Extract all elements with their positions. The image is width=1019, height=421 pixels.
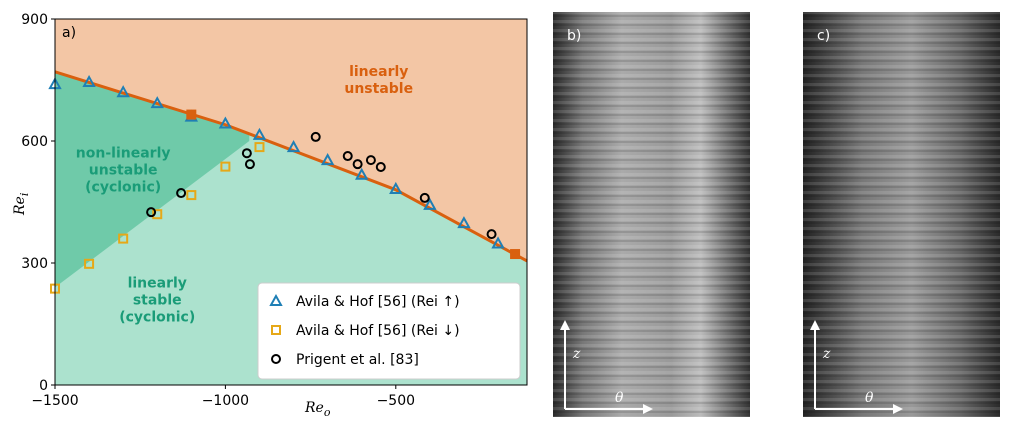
legend-box	[257, 282, 521, 380]
region-label-line: stable	[133, 292, 182, 308]
triangle-marker	[457, 216, 471, 229]
legend-marker	[269, 293, 283, 306]
legend-label: Prigent et al. [83]	[296, 352, 419, 368]
triangle-marker	[150, 96, 164, 109]
circle-marker	[486, 229, 497, 240]
y-axis-label: Rei	[12, 193, 31, 216]
z-label: z	[572, 346, 581, 362]
circle-marker	[146, 207, 157, 218]
region-label-line: linearly	[128, 275, 187, 291]
image-label: c)	[817, 28, 830, 44]
unstable-region	[55, 19, 527, 261]
square-marker	[118, 233, 129, 244]
legend-marker	[271, 325, 281, 335]
region-label-line: (cyclonic)	[85, 179, 161, 195]
y-tick-label: 300	[21, 256, 48, 272]
triangle-marker	[423, 197, 437, 210]
stability-line	[54, 70, 528, 263]
y-tick-label: 900	[21, 12, 48, 28]
x-tick-label: −1500	[31, 393, 78, 409]
triangle-marker	[252, 127, 267, 140]
square-marker	[186, 190, 197, 201]
legend-label: Avila & Hof [56] (Rei ↓)	[296, 323, 460, 339]
legend-marker	[271, 354, 281, 364]
triangle-marker	[218, 116, 233, 129]
x-label-base: Re	[304, 400, 324, 416]
region-label-line: non-linearly	[76, 145, 171, 161]
triangle-marker	[389, 181, 403, 194]
circle-marker	[241, 148, 252, 159]
plot-frame	[54, 18, 528, 386]
theta-label: θ	[615, 390, 624, 406]
z-label: z	[822, 346, 831, 362]
circle-marker	[365, 155, 376, 166]
square-marker	[510, 249, 521, 260]
circle-marker	[375, 162, 386, 173]
triangle-marker	[320, 153, 335, 166]
region-label-line: (cyclonic)	[119, 309, 195, 325]
triangle-marker	[355, 167, 369, 180]
y-label-sub: i	[18, 193, 31, 197]
triangle-marker	[286, 140, 301, 153]
z-arrowhead	[560, 320, 570, 330]
region-label-line: linearly	[349, 64, 408, 80]
region-label: non-linearly unstable (cyclonic)	[76, 145, 171, 195]
circle-marker	[244, 159, 255, 170]
flow-streaks	[803, 12, 1000, 417]
region-label-line: unstable	[89, 162, 158, 178]
triangle-marker	[116, 85, 130, 98]
theta-label: θ	[865, 390, 874, 406]
image-label: b)	[567, 28, 581, 44]
triangle-marker	[491, 236, 505, 249]
square-marker	[152, 209, 163, 220]
y-tick-label: 0	[39, 378, 48, 394]
x-tick-label: −500	[377, 393, 415, 409]
x-tick-label: −1000	[202, 393, 249, 409]
square-marker	[186, 109, 197, 120]
flow-streaks	[553, 12, 750, 417]
z-arrowhead	[810, 320, 820, 330]
square-marker	[220, 161, 231, 172]
y-label-base: Re	[12, 196, 28, 216]
legend-label: Avila & Hof [56] (Rei ↑)	[296, 294, 460, 310]
circle-marker	[342, 151, 353, 162]
region-label: linearly stable (cyclonic)	[119, 275, 195, 325]
circle-marker	[419, 192, 430, 203]
theta-arrowhead	[643, 404, 653, 414]
x-label-sub: o	[324, 406, 331, 417]
y-tick-label: 600	[21, 134, 48, 150]
square-marker	[84, 258, 95, 269]
x-axis-label: Reo	[304, 400, 331, 417]
square-marker	[254, 142, 265, 153]
panel-label: a)	[62, 25, 76, 41]
triangle-marker	[82, 74, 96, 88]
region-label: linearly unstable	[344, 64, 413, 97]
region-label-line: unstable	[344, 81, 413, 97]
circle-marker	[176, 188, 187, 199]
theta-arrowhead	[893, 404, 903, 414]
circle-marker	[310, 131, 321, 142]
circle-marker	[352, 159, 363, 170]
